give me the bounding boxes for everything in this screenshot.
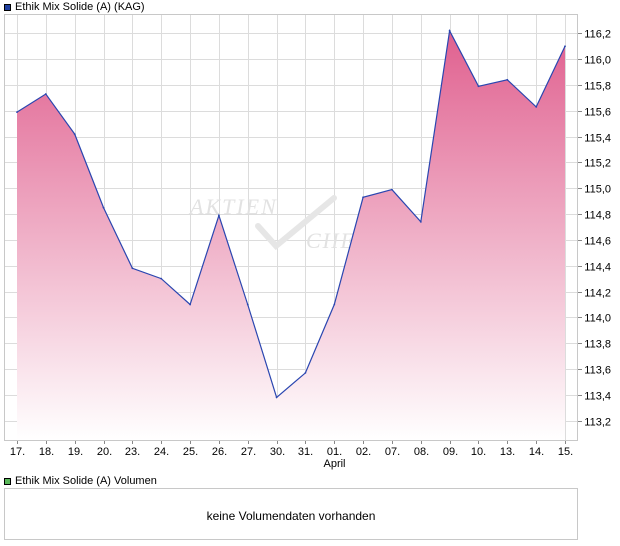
x-tick-label: 23. <box>125 446 140 458</box>
y-axis-ticks: 113,2 113,4 113,6 113,8 114,0 114,2 114,4 114,6… <box>578 29 611 429</box>
y-tick-label: 116,0 <box>584 55 611 67</box>
series-area-fill <box>17 30 565 441</box>
data-point <box>333 303 336 306</box>
volume-panel: keine Volumendaten vorhanden <box>4 488 578 540</box>
x-tick-label: 25. <box>183 446 198 458</box>
x-tick-label: 24. <box>154 446 169 458</box>
y-tick-label: 114,0 <box>584 313 611 325</box>
x-tick-label: 20. <box>97 446 112 458</box>
data-point <box>102 206 105 209</box>
x-tick-label: 17. <box>10 446 25 458</box>
y-tick-label: 113,2 <box>584 417 611 429</box>
x-axis-ticks: 17. 18. 19. 20. 23. 24. 25. 26. 27. 30. 31. 01.Apri… <box>10 440 573 470</box>
y-tick-label: 114,2 <box>584 288 611 300</box>
x-tick-label: 31. <box>298 446 313 458</box>
x-tick-label: 01. <box>327 446 342 458</box>
data-point <box>160 277 163 280</box>
y-tick-label: 115,4 <box>584 133 611 145</box>
y-tick-label: 114,4 <box>584 262 611 274</box>
data-point <box>189 303 192 306</box>
x-tick-label: 09. <box>443 446 458 458</box>
data-point <box>304 372 307 374</box>
x-tick-label: 26. <box>212 446 227 458</box>
data-point <box>419 220 422 223</box>
x-tick-label: 18. <box>39 446 54 458</box>
series-line <box>16 28 566 399</box>
legend-main-label: Ethik Mix Solide (A) (KAG) <box>15 1 145 13</box>
y-tick-label: 115,6 <box>584 107 611 119</box>
y-tick-label: 116,2 <box>584 29 611 41</box>
x-tick-label: 19. <box>68 446 83 458</box>
data-point <box>73 133 76 136</box>
x-tick-label: 10. <box>471 446 486 458</box>
x-tick-label: 30. <box>270 446 285 458</box>
legend-volume: Ethik Mix Solide (A) Volumen <box>4 474 157 488</box>
price-chart: AKTIEN CHECK 113,2113,4113,6113,8114,011… <box>4 14 611 470</box>
x-tick-label: 15. <box>558 446 573 458</box>
watermark-line1: AKTIEN <box>188 194 278 219</box>
legend-main: Ethik Mix Solide (A) (KAG) <box>4 0 145 14</box>
x-tick-label: 27. <box>241 446 256 458</box>
legend-volume-swatch <box>4 477 11 485</box>
data-point <box>44 93 47 95</box>
y-tick-label: 113,4 <box>584 391 611 403</box>
x-month-label: April <box>323 458 345 470</box>
data-point <box>131 267 134 270</box>
data-point <box>275 396 278 399</box>
y-tick-label: 113,6 <box>584 365 611 377</box>
x-tick-label: 14. <box>529 446 544 458</box>
x-tick-label: 02. <box>356 446 371 458</box>
data-point <box>16 111 18 113</box>
data-point <box>506 78 509 81</box>
data-point <box>477 85 480 88</box>
data-point <box>448 29 451 32</box>
volume-message: keine Volumendaten vorhanden <box>206 509 376 523</box>
plot-border <box>4 14 578 441</box>
data-point <box>564 45 566 48</box>
series-points <box>16 29 566 399</box>
y-tick-label: 114,8 <box>584 210 611 222</box>
data-point <box>218 214 220 217</box>
y-tick-label: 114,6 <box>584 236 611 248</box>
data-point <box>391 188 393 191</box>
x-tick-label: 07. <box>385 446 400 458</box>
y-tick-label: 113,8 <box>584 339 611 351</box>
y-tick-label: 115,8 <box>584 81 611 93</box>
legend-volume-label: Ethik Mix Solide (A) Volumen <box>15 475 157 487</box>
data-point <box>246 303 249 306</box>
y-tick-label: 115,2 <box>584 158 611 170</box>
x-tick-label: 08. <box>414 446 429 458</box>
data-point <box>362 196 364 199</box>
legend-main-swatch <box>4 3 11 11</box>
watermark-check-icon <box>255 195 337 251</box>
x-tick-label: 13. <box>500 446 515 458</box>
y-tick-label: 115,0 <box>584 184 611 196</box>
data-point <box>535 106 538 108</box>
